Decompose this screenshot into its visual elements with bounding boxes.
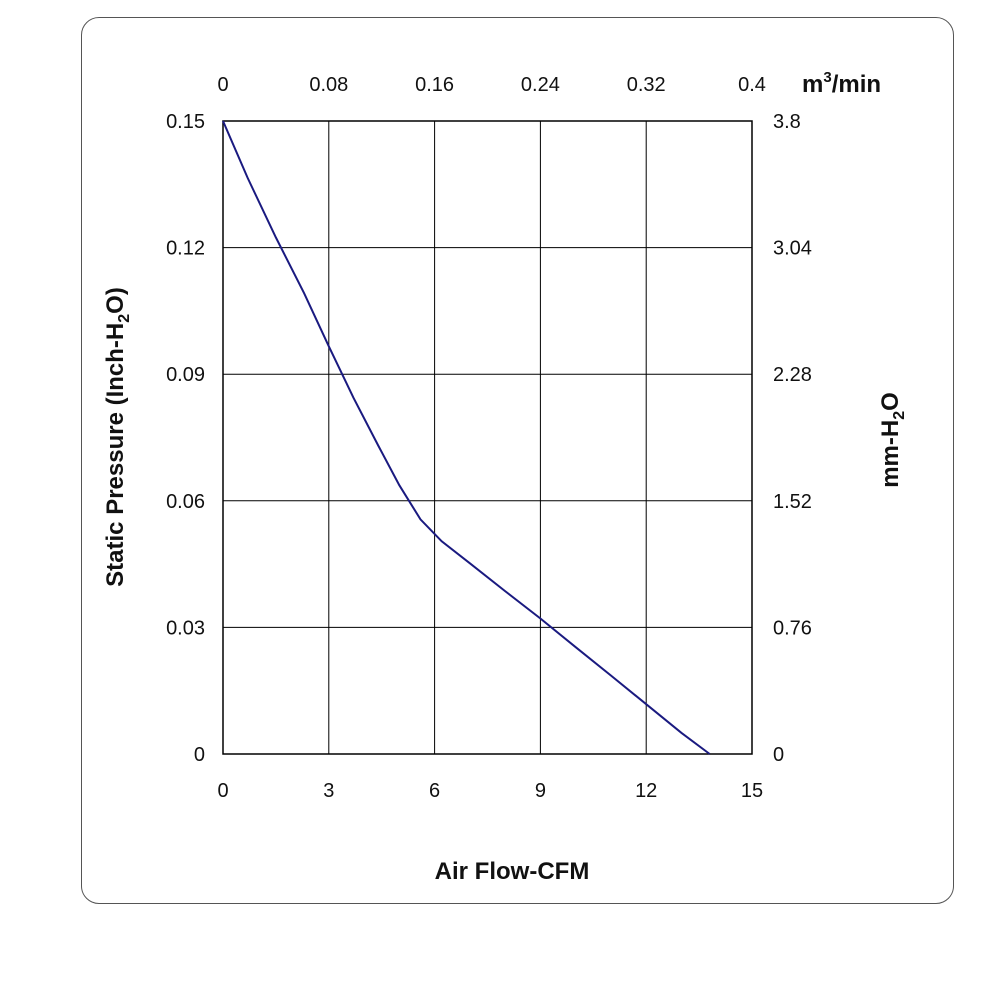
y2-tick-label: 0.76 bbox=[773, 617, 812, 639]
y-tick-label: 0.15 bbox=[166, 111, 205, 133]
x2-tick-label: 0.08 bbox=[309, 74, 348, 96]
x2-tick-label: 0.24 bbox=[521, 74, 560, 96]
x2-tick-label: 0.4 bbox=[738, 74, 766, 96]
y2-tick-label: 0 bbox=[773, 744, 784, 766]
y2-axis-title: mm-H2O bbox=[877, 392, 908, 488]
y2-tick-label: 3.8 bbox=[773, 111, 801, 133]
y-tick-label: 0.12 bbox=[166, 238, 205, 260]
x2-tick-label: 0 bbox=[217, 74, 228, 96]
pq-curve-line bbox=[222, 120, 711, 755]
x-tick-label: 3 bbox=[323, 780, 334, 802]
x-tick-label: 9 bbox=[535, 780, 546, 802]
series-layer bbox=[222, 120, 711, 755]
y-tick-label: 0.06 bbox=[166, 491, 205, 513]
x-tick-label: 0 bbox=[217, 780, 228, 802]
y-axis-title: Static Pressure (Inch-H2O) bbox=[102, 287, 133, 587]
x-tick-label: 12 bbox=[635, 780, 657, 802]
x-tick-label: 15 bbox=[741, 780, 763, 802]
y-tick-label: 0.03 bbox=[166, 617, 205, 639]
tick-labels: 0 3 6 9 12 15 0 0.08 0.16 0.24 0.32 0.4 0 0.03 0.06 0.0… bbox=[166, 74, 812, 802]
y2-tick-label: 2.28 bbox=[773, 364, 812, 386]
grid bbox=[222, 120, 753, 755]
x-axis-title: Air Flow-CFM bbox=[435, 858, 590, 885]
chart-frame bbox=[81, 17, 954, 904]
x-tick-label: 6 bbox=[429, 780, 440, 802]
y2-tick-label: 1.52 bbox=[773, 491, 812, 513]
x2-tick-label: 0.16 bbox=[415, 74, 454, 96]
y-tick-label: 0 bbox=[194, 744, 205, 766]
y2-tick-label: 3.04 bbox=[773, 238, 812, 260]
x2-axis-title: m3/min bbox=[802, 69, 881, 98]
x2-tick-label: 0.32 bbox=[627, 74, 666, 96]
y-tick-label: 0.09 bbox=[166, 364, 205, 386]
plot-border bbox=[222, 120, 753, 755]
